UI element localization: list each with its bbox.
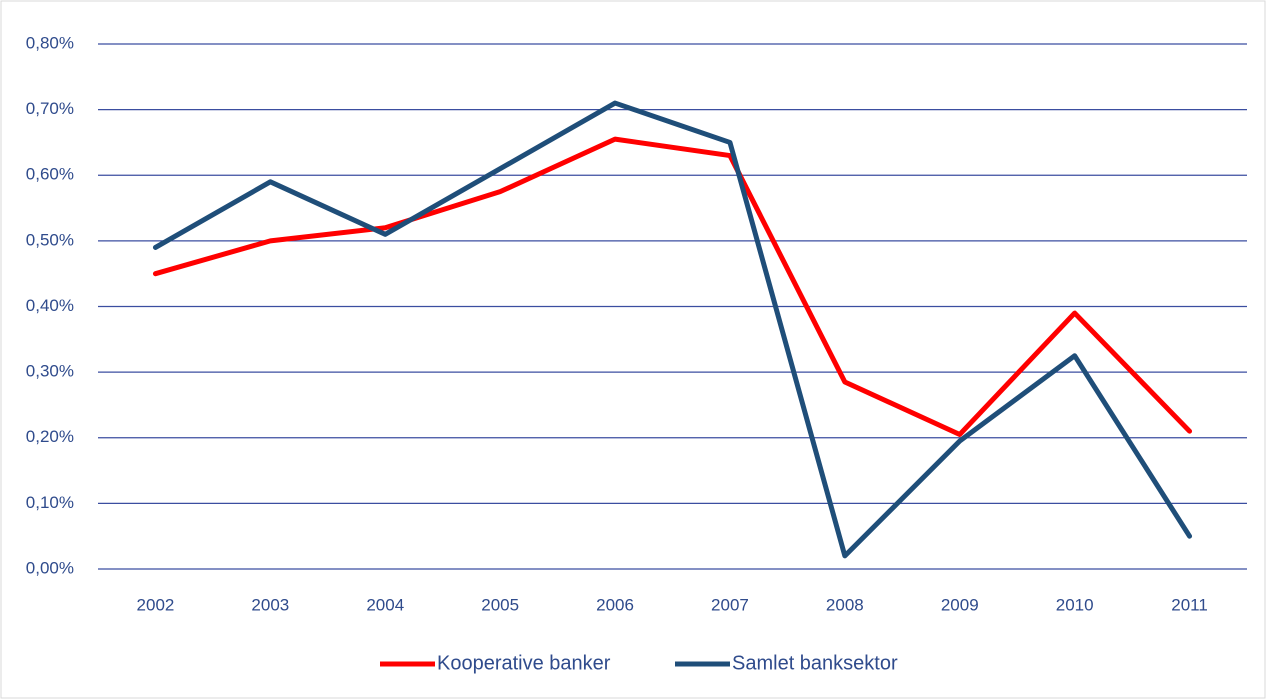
x-tick-label: 2008	[826, 595, 864, 614]
legend-label: Samlet banksektor	[732, 652, 898, 674]
x-tick-label: 2003	[251, 595, 289, 614]
y-tick-label: 0,60%	[26, 165, 74, 184]
x-tick-label: 2005	[481, 595, 519, 614]
y-tick-label: 0,70%	[26, 99, 74, 118]
y-tick-label: 0,50%	[26, 230, 74, 249]
x-tick-label: 2011	[1171, 595, 1208, 614]
y-tick-label: 0,10%	[26, 493, 74, 512]
series-line	[152, 100, 1193, 559]
y-tick-label: 0,20%	[26, 427, 74, 446]
y-tick-label: 0,80%	[26, 33, 74, 52]
x-tick-label: 2002	[137, 595, 175, 614]
x-tick-label: 2009	[941, 595, 979, 614]
x-tick-label: 2007	[711, 595, 749, 614]
series-line	[152, 136, 1193, 437]
legend-label: Kooperative banker	[437, 652, 611, 674]
y-tick-label: 0,30%	[26, 362, 74, 381]
y-tick-label: 0,00%	[26, 558, 74, 577]
x-tick-label: 2006	[596, 595, 634, 614]
y-tick-label: 0,40%	[26, 296, 74, 315]
x-tick-label: 2004	[366, 595, 404, 614]
x-tick-label: 2010	[1056, 595, 1094, 614]
